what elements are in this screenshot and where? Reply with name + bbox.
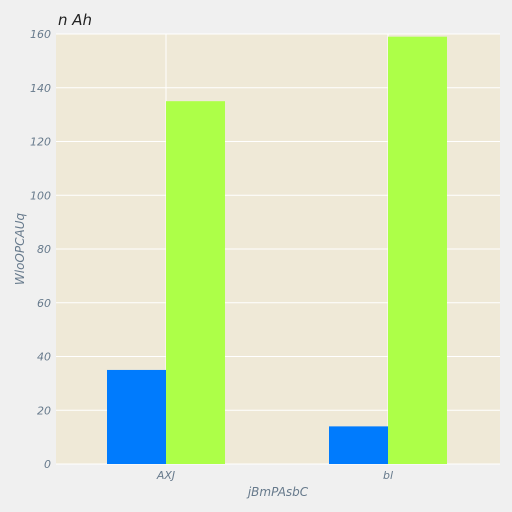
y-tick-labels: 0 20 40 60 80 100 120 140 160 [30,28,51,471]
bar-AXJ-series-2 [166,101,225,464]
x-tick-label: bl [383,469,393,482]
y-tick-label: 100 [30,189,51,202]
y-tick-label: 40 [37,351,51,364]
x-tick-label: AXJ [156,469,175,482]
bar-bl-series-1 [329,426,388,464]
y-tick-label: 20 [37,404,51,417]
y-tick-label: 80 [37,243,51,256]
bar-AXJ-series-1 [107,369,166,464]
bar-bl-series-2 [388,36,447,464]
y-tick-label: 60 [37,297,51,310]
y-axis-label: WloOPCAUq [13,213,27,286]
y-tick-label: 140 [30,82,51,95]
x-tick-labels: AXJ bl [156,469,393,482]
bars [107,36,447,464]
y-tick-label: 0 [44,458,51,471]
x-axis-label: jBmPAsbC [246,485,309,499]
y-tick-label: 120 [30,136,51,149]
y-tick-label: 160 [30,28,51,41]
chart-title: n Ah [58,11,92,29]
